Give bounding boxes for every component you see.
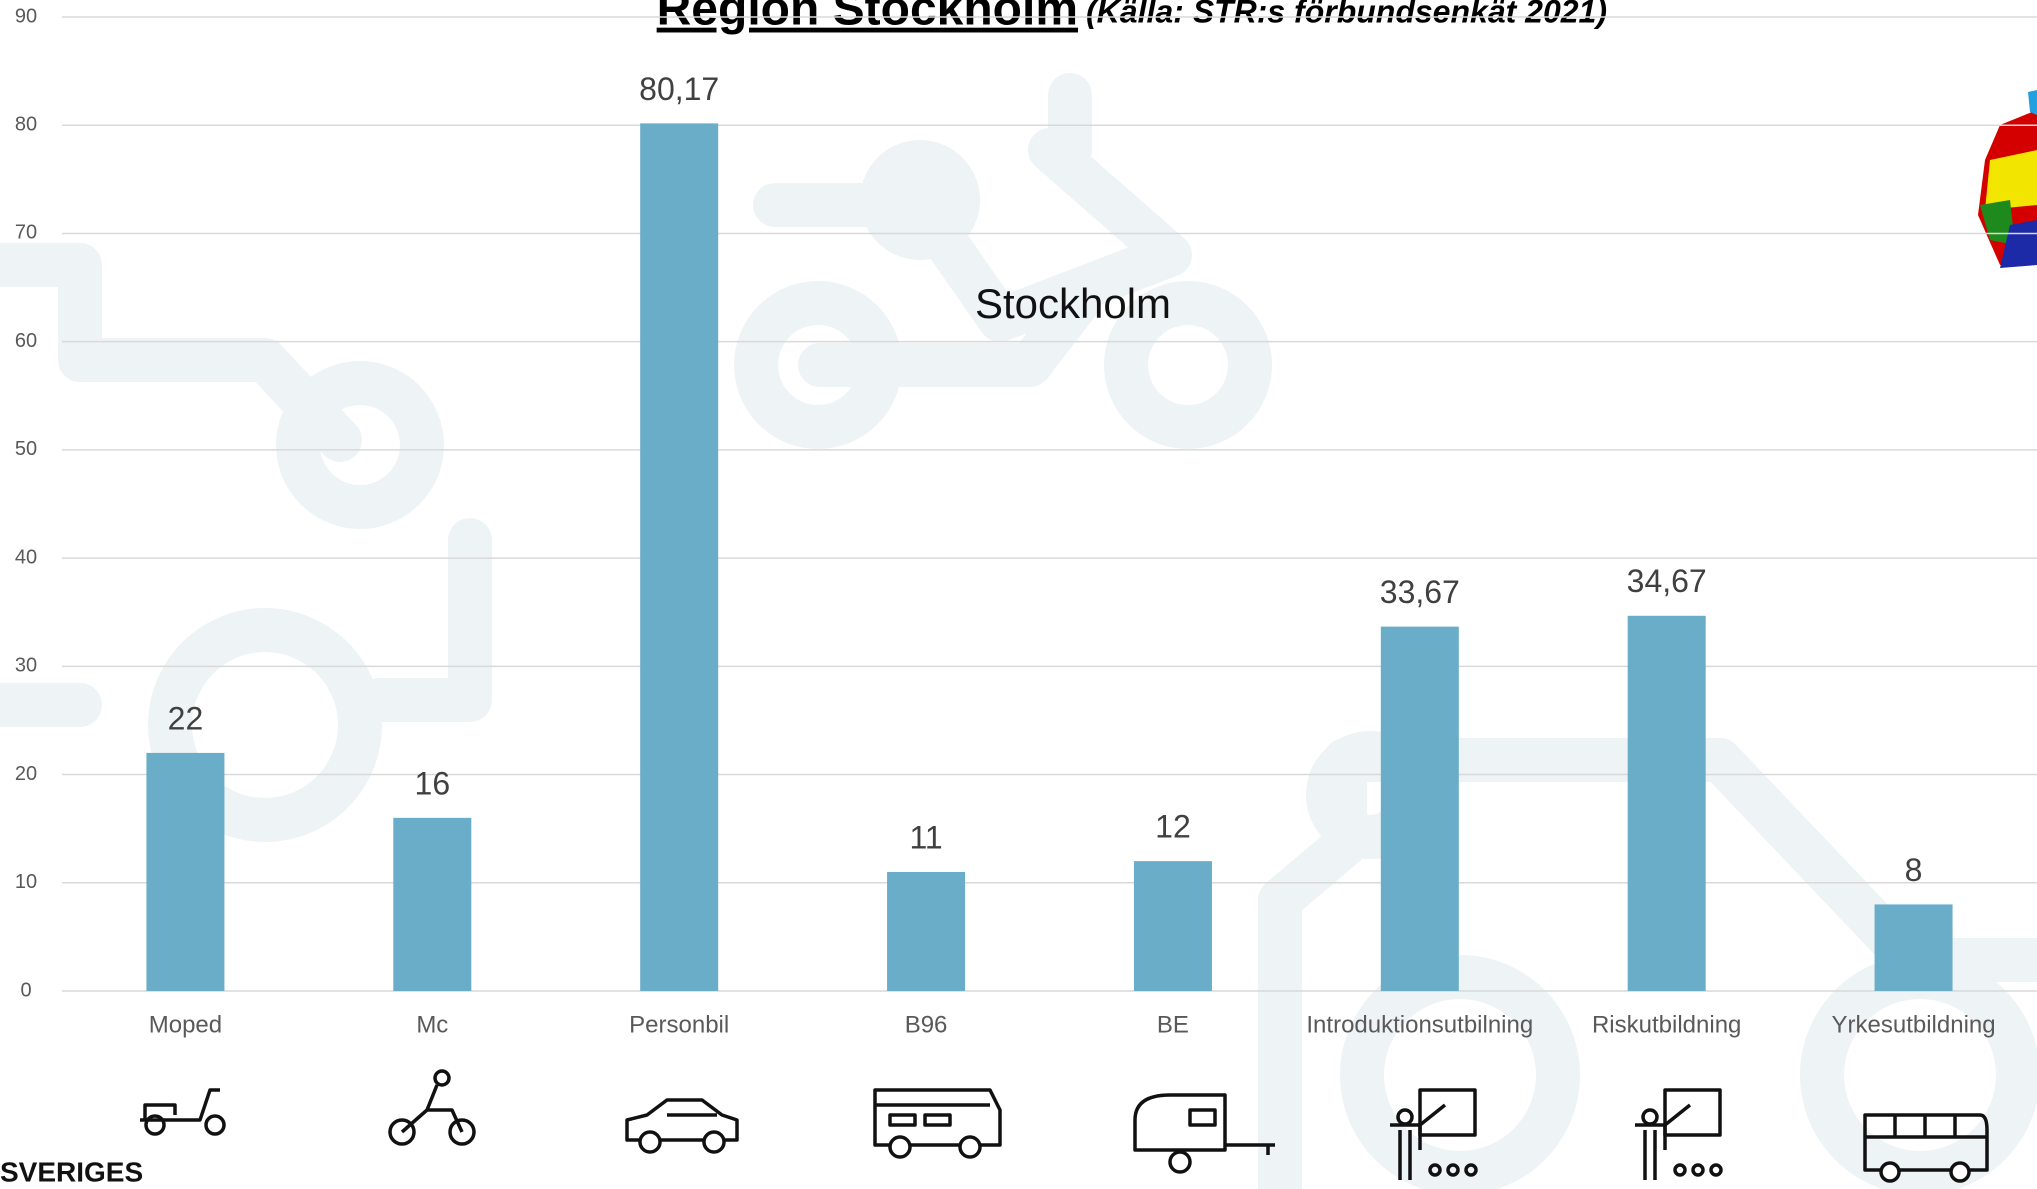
chart-subtitle: (Källa: STR:s förbundsenkät 2021) <box>1086 0 1607 29</box>
bar <box>1874 904 1953 991</box>
bar <box>1133 861 1212 991</box>
data-label: 22 <box>168 700 204 736</box>
data-label: 80,17 <box>639 71 719 107</box>
bar <box>887 871 966 991</box>
y-tick-label: 50 <box>15 438 37 460</box>
x-tick-label: BE <box>1157 1011 1189 1038</box>
x-tick-label: Introduktionsutbilning <box>1306 1011 1533 1038</box>
data-label: 8 <box>1905 852 1923 888</box>
bar <box>640 123 719 991</box>
region-map <box>1978 90 2037 268</box>
bar <box>1380 626 1459 991</box>
chart-title: Region Stockholm <box>657 0 1078 36</box>
y-tick-label: 40 <box>15 546 37 568</box>
y-tick-label: 60 <box>15 330 37 352</box>
bar <box>393 817 472 991</box>
y-tick-label: 10 <box>15 871 37 893</box>
x-tick-label: Personbil <box>629 1011 729 1038</box>
y-tick-label: 90 <box>15 5 37 27</box>
y-tick-label: 70 <box>15 222 37 244</box>
category-icons <box>140 1069 1989 1183</box>
bar <box>146 752 225 991</box>
annotation: Stockholm <box>975 280 1171 327</box>
data-label: 34,67 <box>1627 563 1707 599</box>
x-tick-label: B96 <box>905 1011 948 1038</box>
data-label: 11 <box>909 819 942 855</box>
data-label: 12 <box>1155 809 1191 845</box>
y-tick-label: 20 <box>15 763 37 785</box>
footer-logo: SVERIGES <box>0 1156 143 1187</box>
x-tick-label: Yrkesutbildning <box>1832 1011 1996 1038</box>
data-label: 16 <box>415 765 451 801</box>
bar <box>1627 615 1706 991</box>
y-tick-label: 0 <box>20 979 31 1001</box>
x-tick-label: Moped <box>149 1011 222 1038</box>
y-tick-label: 80 <box>15 114 37 136</box>
data-label: 33,67 <box>1380 574 1460 610</box>
x-tick-label: Riskutbildning <box>1592 1011 1741 1038</box>
x-tick-label: Mc <box>416 1011 448 1038</box>
y-tick-label: 30 <box>15 655 37 677</box>
